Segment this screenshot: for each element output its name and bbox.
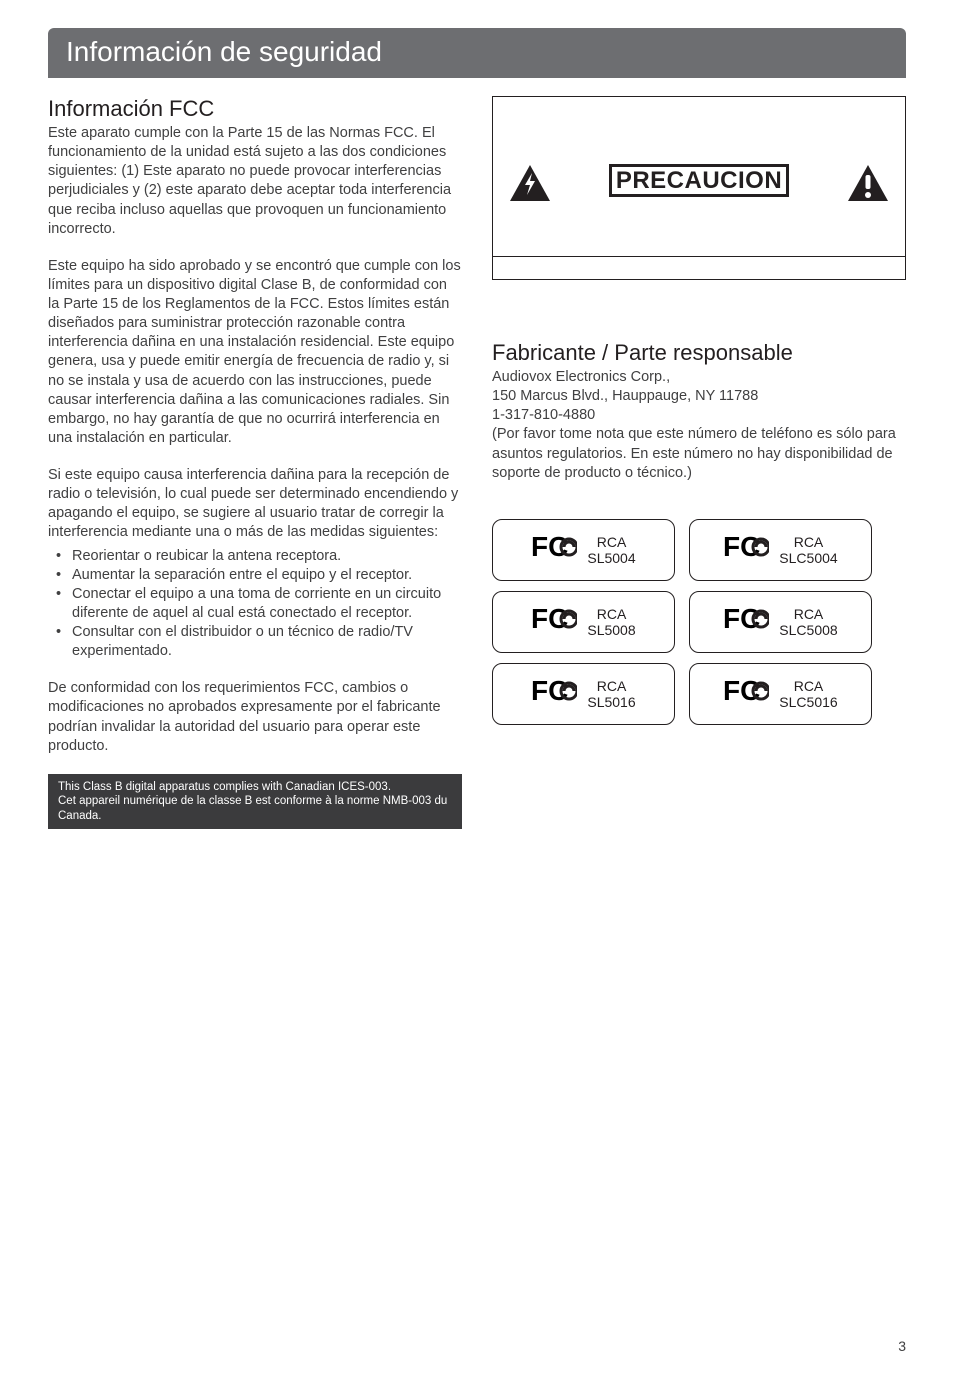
heading-manufacturer: Fabricante / Parte responsable [492,340,906,366]
left-column: Información FCC Este aparato cumple con … [48,96,462,829]
caution-box: PRECAUCION [492,96,906,280]
fcc-card: FC RCASLC5016 [689,663,872,725]
fcc-model: SLC5016 [779,694,837,710]
para-fcc-4: De conformidad con los requerimientos FC… [48,679,462,756]
precaucion-label: PRECAUCION [609,164,789,198]
fcc-logo-icon: FC [531,531,577,568]
list-item: Conectar el equipo a una toma de corrien… [52,585,462,623]
fcc-logo-icon: FC [531,675,577,712]
fcc-logo-icon: FC [531,603,577,640]
ices-text-fr: Cet appareil numérique de la classe B es… [58,794,452,823]
mfr-address: 150 Marcus Blvd., Hauppauge, NY 11788 [492,387,906,406]
ices-text-en: This Class B digital apparatus complies … [58,780,452,794]
ices-compliance-box: This Class B digital apparatus complies … [48,774,462,829]
mfr-name: Audiovox Electronics Corp., [492,368,906,387]
manufacturer-section: Fabricante / Parte responsable Audiovox … [492,340,906,483]
fcc-card: FC RCASLC5008 [689,591,872,653]
fcc-brand: RCA [779,606,837,622]
warning-exclamation-icon [831,151,905,203]
heading-fcc-info: Información FCC [48,96,462,122]
bullet-list: Reorientar o reubicar la antena receptor… [48,547,462,662]
fcc-brand: RCA [779,534,837,550]
title-bar: Información de seguridad [48,28,906,78]
fcc-model: SLC5004 [779,550,837,566]
fcc-card: FC RCASLC5004 [689,519,872,581]
mfr-phone: 1-317-810-4880 [492,406,906,425]
fcc-logo-icon: FC [723,603,769,640]
fcc-model: SL5004 [587,550,635,566]
shock-hazard-icon [493,151,567,203]
fcc-card: FC RCASL5004 [492,519,675,581]
list-item: Reorientar o reubicar la antena receptor… [52,547,462,566]
fcc-logo-icon: FC [723,531,769,568]
page-number: 3 [898,1338,906,1354]
fcc-logo-icon: FC [723,675,769,712]
right-column: PRECAUCION Fabricante / Parte responsabl… [492,96,906,829]
fcc-model-grid: FC RCASL5004 FC RCASLC5004 FC RCASL5008 [492,519,872,725]
fcc-brand: RCA [779,678,837,694]
list-item: Consultar con el distribuidor o un técni… [52,623,462,661]
para-fcc-2: Este equipo ha sido aprobado y se encont… [48,257,462,448]
fcc-brand: RCA [587,606,635,622]
list-item: Aumentar la separación entre el equipo y… [52,566,462,585]
fcc-model: SL5016 [587,694,635,710]
fcc-brand: RCA [587,534,635,550]
mfr-note: (Por favor tome nota que este número de … [492,425,906,482]
fcc-card: FC RCASL5008 [492,591,675,653]
fcc-model: SL5008 [587,622,635,638]
fcc-model: SLC5008 [779,622,837,638]
para-fcc-1: Este aparato cumple con la Parte 15 de l… [48,124,462,239]
fcc-card: FC RCASL5016 [492,663,675,725]
fcc-brand: RCA [587,678,635,694]
para-fcc-3: Si este equipo causa interferencia dañin… [48,466,462,543]
